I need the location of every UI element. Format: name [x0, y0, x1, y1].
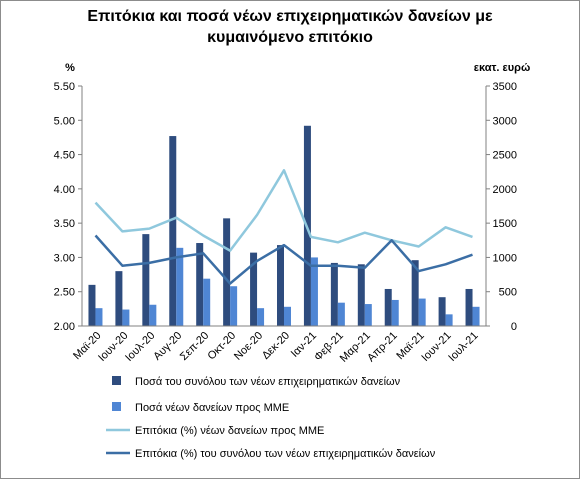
bar-total-loans: [384, 288, 392, 326]
x-tick-label: Σεπ-20: [178, 330, 211, 363]
bar-sme-loans: [257, 308, 265, 326]
bar-sme-loans: [445, 314, 453, 326]
right-tick-label: 0: [511, 321, 517, 333]
bar-sme-loans: [203, 278, 211, 326]
x-tick-label: Νοε-20: [232, 330, 265, 363]
bar-sme-loans: [337, 302, 345, 326]
right-tick-label: 500: [499, 287, 517, 299]
bar-total-loans: [330, 262, 338, 326]
bar-total-loans: [88, 284, 96, 326]
bar-sme-loans: [95, 308, 103, 326]
left-axis-ticks: 2.00 2.50 3.00 3.50 4.00 4.50 5.00 5.50: [54, 81, 82, 333]
legend-swatch: [112, 402, 121, 411]
bar-sme-loans: [176, 247, 184, 326]
chart-title-line-2: κυμαινόμενο επιτόκιο: [207, 29, 373, 46]
legend-swatch: [112, 376, 121, 385]
bar-sme-loans: [418, 298, 426, 326]
bar-total-loans: [357, 264, 365, 326]
x-tick-label: Ιουλ-20: [123, 330, 157, 364]
bar-total-loans: [250, 252, 258, 326]
right-tick-label: 2000: [493, 184, 517, 196]
bar-total-loans: [196, 243, 204, 326]
right-axis-unit: εκατ. ευρώ: [474, 62, 531, 74]
left-tick-label: 2.00: [54, 321, 75, 333]
bar-total-loans: [438, 297, 446, 326]
bar-series: [88, 125, 480, 327]
left-tick-label: 3.00: [54, 252, 75, 264]
line-total-rate: [94, 234, 473, 285]
bar-total-loans: [169, 136, 177, 326]
legend-label: Ποσά νέων δανείων προς ΜΜΕ: [135, 402, 289, 414]
bar-sme-loans: [230, 286, 238, 326]
left-tick-label: 2.50: [54, 287, 75, 299]
bar-total-loans: [465, 288, 473, 326]
bar-sme-loans: [284, 306, 291, 326]
bar-total-loans: [223, 218, 231, 326]
bar-total-loans: [115, 271, 123, 326]
right-tick-label: 3500: [493, 81, 517, 93]
x-tick-label: Οκτ-20: [206, 330, 239, 363]
left-tick-label: 4.00: [54, 184, 75, 196]
line-sme-rate: [94, 169, 473, 252]
axes: [81, 86, 487, 327]
legend-label: Επιτόκια (%) νέων δανείων προς ΜΜΕ: [135, 425, 324, 437]
bar-total-loans: [411, 260, 419, 326]
bar-sme-loans: [472, 306, 480, 326]
x-tick-label: Ιουλ-21: [446, 330, 480, 364]
bar-sme-loans: [391, 299, 399, 326]
right-axis-ticks: 0 500 1000 1500 2000 2500 3000 3500: [486, 81, 517, 333]
bar-total-loans: [277, 245, 284, 326]
bar-total-loans: [142, 234, 150, 326]
x-tick-label: Απρ-21: [365, 330, 400, 365]
left-axis-unit: %: [65, 62, 75, 74]
x-tick-label: Δεκ-20: [260, 330, 292, 362]
right-tick-label: 2500: [493, 150, 517, 162]
left-tick-label: 3.50: [54, 218, 75, 230]
legend-label: Ποσά του συνόλου των νέων επιχειρηματικώ…: [135, 376, 401, 388]
bar-sme-loans: [310, 257, 318, 326]
bar-sme-loans: [122, 309, 130, 326]
x-tick-label: Αυγ-20: [151, 330, 184, 363]
right-tick-label: 1000: [493, 252, 517, 264]
line-series: [94, 169, 473, 285]
right-tick-label: 3000: [493, 115, 517, 127]
right-tick-label: 1500: [493, 218, 517, 230]
left-tick-label: 5.00: [54, 115, 75, 127]
chart-title-line-1: Επιτόκια και ποσά νέων επιχειρηματικών δ…: [87, 8, 493, 25]
legend-label: Επιτόκια (%) του συνόλου των νέων επιχει…: [135, 448, 436, 460]
legend: Ποσά του συνόλου των νέων επιχειρηματικώ…: [106, 376, 436, 460]
left-tick-label: 4.50: [54, 150, 75, 162]
bar-sme-loans: [149, 304, 157, 326]
bar-sme-loans: [364, 304, 372, 326]
x-axis-tick-labels: Μαϊ-20Ιουν-20Ιουλ-20Αυγ-20Σεπ-20Οκτ-20Νο…: [71, 330, 481, 365]
left-tick-label: 5.50: [54, 81, 75, 93]
